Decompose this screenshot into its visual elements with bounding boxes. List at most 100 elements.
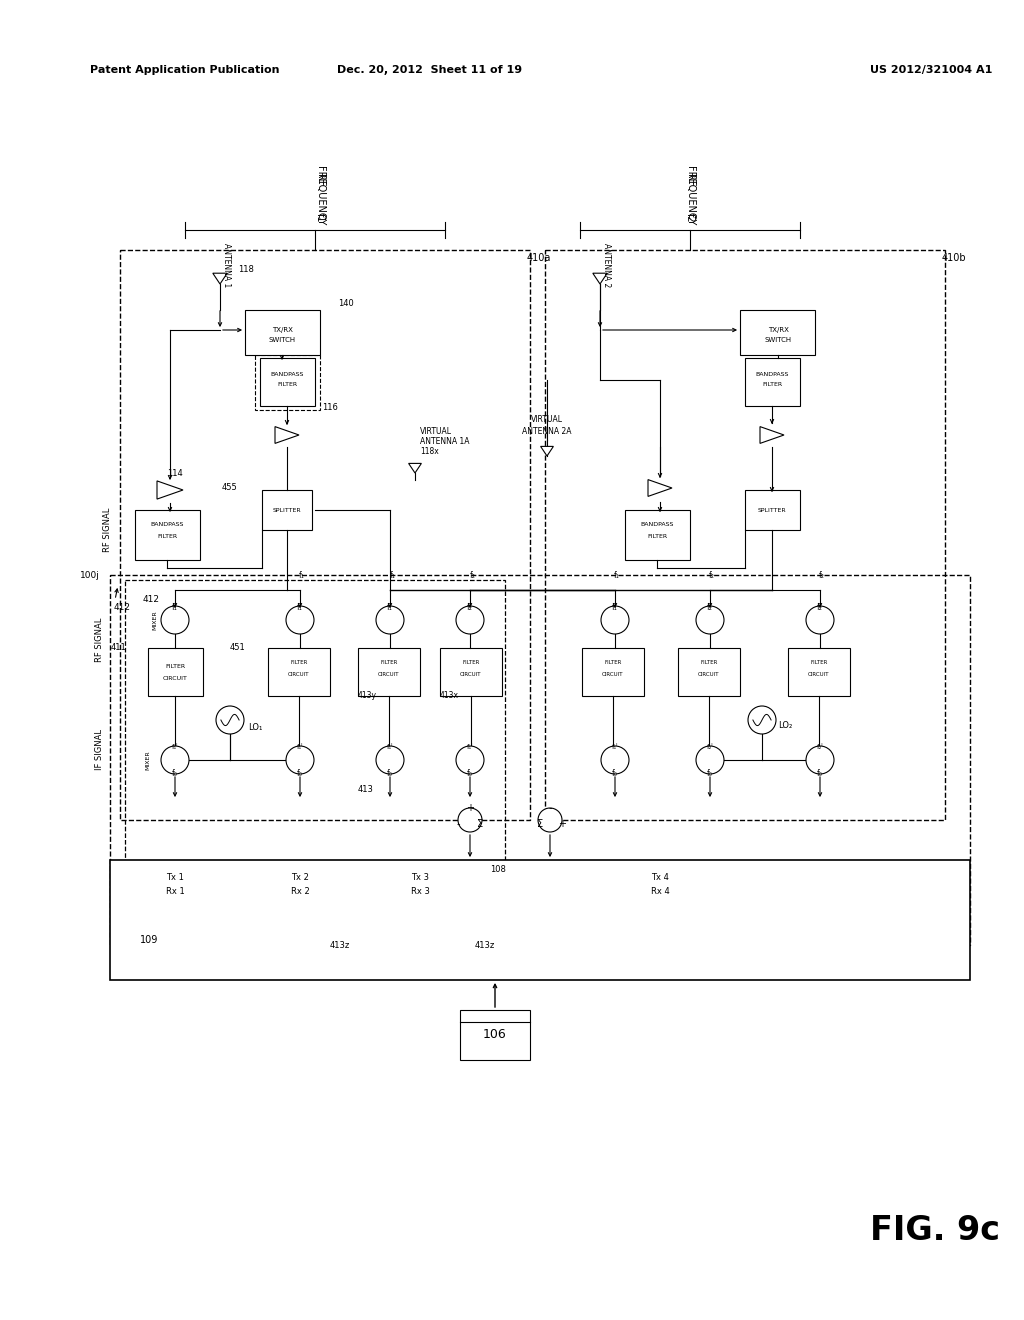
- Text: f₁ᴵ: f₁ᴵ: [172, 744, 178, 750]
- Text: +: +: [558, 818, 566, 829]
- Text: ANTENNA 2: ANTENNA 2: [602, 243, 611, 288]
- Text: f₂: f₂: [709, 570, 715, 579]
- Text: RF SIGNAL: RF SIGNAL: [103, 508, 113, 552]
- Text: 412: 412: [143, 595, 160, 605]
- Circle shape: [538, 808, 562, 832]
- Text: FREQUENCY: FREQUENCY: [315, 166, 325, 226]
- Bar: [440, 648, 502, 696]
- Text: f2: f2: [685, 214, 695, 223]
- Circle shape: [456, 606, 484, 634]
- Text: FILTER: FILTER: [647, 535, 667, 540]
- Circle shape: [806, 606, 834, 634]
- Polygon shape: [409, 463, 422, 473]
- Text: FILTER: FILTER: [380, 660, 397, 665]
- Polygon shape: [541, 446, 553, 455]
- Bar: [460, 1010, 530, 1060]
- Text: Tx 1: Tx 1: [166, 874, 184, 883]
- Text: Rx 2: Rx 2: [291, 887, 309, 896]
- Text: 109: 109: [140, 935, 159, 945]
- Bar: [358, 648, 420, 696]
- Text: 413z: 413z: [475, 940, 496, 949]
- Text: TX/RX: TX/RX: [271, 327, 293, 333]
- Text: f₀: f₀: [297, 768, 303, 777]
- Text: f₁: f₁: [297, 602, 303, 611]
- Text: 411: 411: [111, 644, 126, 652]
- Text: -: -: [457, 818, 460, 829]
- Polygon shape: [648, 479, 672, 496]
- Text: CIRCUIT: CIRCUIT: [808, 672, 829, 677]
- Text: 413x: 413x: [440, 690, 459, 700]
- Text: f₁ᴵ: f₁ᴵ: [387, 744, 393, 750]
- Bar: [745, 490, 800, 531]
- Bar: [135, 510, 200, 560]
- Polygon shape: [213, 273, 227, 284]
- Text: FILTER: FILTER: [700, 660, 718, 665]
- Text: VIRTUAL: VIRTUAL: [420, 428, 452, 437]
- Text: f₁: f₁: [612, 602, 617, 611]
- Circle shape: [696, 746, 724, 774]
- Text: CIRCUIT: CIRCUIT: [460, 672, 481, 677]
- Text: 106: 106: [483, 1028, 507, 1041]
- Bar: [262, 490, 312, 531]
- Text: f₁: f₁: [614, 570, 620, 579]
- Circle shape: [458, 808, 482, 832]
- Text: f₁ᴵ: f₁ᴵ: [467, 744, 473, 750]
- Text: CIRCUIT: CIRCUIT: [602, 672, 624, 677]
- Text: f₂: f₂: [470, 570, 476, 579]
- Text: BANDPASS: BANDPASS: [151, 523, 183, 528]
- Text: 413y: 413y: [358, 690, 377, 700]
- Bar: [110, 576, 970, 945]
- Text: FILTER: FILTER: [762, 381, 782, 387]
- Text: CIRCUIT: CIRCUIT: [288, 672, 309, 677]
- Bar: [110, 861, 970, 979]
- Text: SWITCH: SWITCH: [765, 337, 792, 343]
- Bar: [788, 648, 850, 696]
- Text: Tx 4: Tx 4: [651, 874, 669, 883]
- Circle shape: [696, 606, 724, 634]
- Text: -: -: [548, 803, 552, 813]
- Text: BANDPASS: BANDPASS: [756, 371, 788, 376]
- Text: 100j: 100j: [80, 570, 100, 579]
- Circle shape: [601, 606, 629, 634]
- Text: LO₁: LO₁: [248, 723, 262, 733]
- Text: MIXER: MIXER: [153, 610, 158, 630]
- Polygon shape: [593, 273, 607, 284]
- Bar: [120, 249, 530, 820]
- Text: FREQUENCY: FREQUENCY: [685, 166, 695, 226]
- Text: 410a: 410a: [527, 253, 551, 263]
- Text: 118x: 118x: [420, 447, 438, 457]
- Text: 116: 116: [322, 404, 338, 412]
- Circle shape: [376, 606, 404, 634]
- Text: 413: 413: [358, 785, 374, 795]
- Text: Rx 3: Rx 3: [411, 887, 429, 896]
- Text: RF SIGNAL: RF SIGNAL: [95, 618, 104, 663]
- Circle shape: [806, 746, 834, 774]
- Text: FILTER: FILTER: [462, 660, 479, 665]
- Text: 108: 108: [490, 866, 506, 874]
- Text: SWITCH: SWITCH: [268, 337, 296, 343]
- Text: f₀: f₀: [172, 768, 178, 777]
- Circle shape: [456, 746, 484, 774]
- Circle shape: [161, 746, 189, 774]
- Text: FILTER: FILTER: [810, 660, 827, 665]
- Text: f₂ᴵ: f₂ᴵ: [707, 744, 714, 750]
- Text: RF: RF: [685, 174, 695, 186]
- Text: RF: RF: [315, 174, 325, 186]
- Text: f₁: f₁: [387, 602, 393, 611]
- Bar: [255, 355, 319, 411]
- Circle shape: [376, 746, 404, 774]
- Text: FILTER: FILTER: [291, 660, 307, 665]
- Text: BANDPASS: BANDPASS: [640, 523, 674, 528]
- Text: FILTER: FILTER: [276, 381, 297, 387]
- Text: Tx 2: Tx 2: [291, 874, 309, 883]
- Text: FILTER: FILTER: [604, 660, 622, 665]
- Circle shape: [601, 746, 629, 774]
- Text: ANTENNA 2A: ANTENNA 2A: [522, 428, 571, 437]
- Text: LO₂: LO₂: [778, 722, 793, 730]
- Text: TX/RX: TX/RX: [768, 327, 788, 333]
- Text: f₂: f₂: [817, 602, 823, 611]
- Circle shape: [286, 746, 314, 774]
- Text: BANDPASS: BANDPASS: [270, 371, 304, 376]
- Bar: [745, 358, 800, 407]
- Text: 114: 114: [167, 469, 183, 478]
